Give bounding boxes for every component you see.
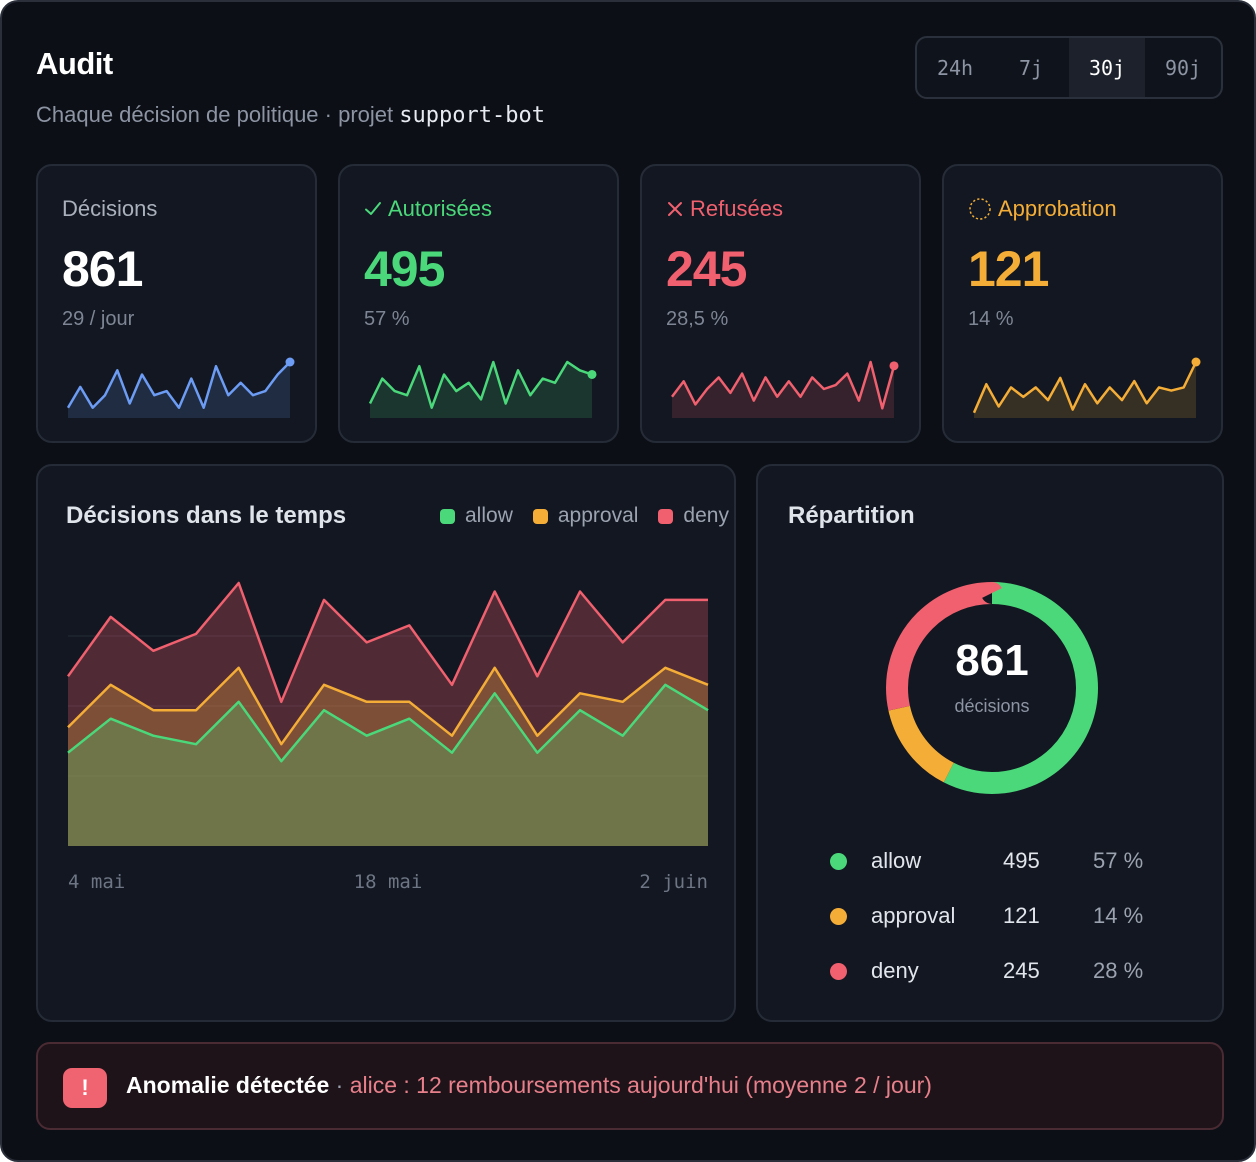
legend-label: deny bbox=[683, 504, 729, 527]
kpi-label-text: Décisions bbox=[62, 196, 158, 221]
kpi-value: 495 bbox=[364, 241, 445, 297]
sparkline-area bbox=[370, 362, 592, 418]
x-tick-label: 2 juin bbox=[639, 871, 708, 893]
repartition-row-allow: allow 495 57 % bbox=[830, 848, 1143, 874]
kpi-label: Refusées bbox=[666, 196, 783, 222]
range-option-24h[interactable]: 24h bbox=[936, 55, 974, 80]
kpi-card-autorisees: Autorisées 495 57 % bbox=[338, 164, 619, 443]
sparkline bbox=[368, 360, 597, 418]
range-option-7j[interactable]: 7j bbox=[1018, 55, 1044, 80]
donut-segment-deny bbox=[886, 582, 1098, 794]
sparkline-line bbox=[671, 360, 896, 410]
line-deny bbox=[66, 581, 708, 704]
alert-message: alice : 12 remboursements aujourd'hui (m… bbox=[349, 1072, 932, 1098]
kpi-sub: 57 % bbox=[364, 308, 410, 330]
sparkline-line bbox=[66, 361, 291, 409]
repartition-dot bbox=[830, 907, 847, 925]
pending-icon bbox=[969, 198, 991, 220]
kpi-value: 861 bbox=[62, 241, 143, 297]
project-name: support-bot bbox=[399, 103, 545, 128]
line-approval bbox=[67, 666, 709, 746]
area-deny bbox=[68, 583, 708, 846]
time-range-selector: 24h 7j 30j 90j bbox=[915, 36, 1223, 99]
legend-label: allow bbox=[465, 504, 513, 527]
legend-item-deny: deny bbox=[658, 504, 729, 528]
alert-icon: ! bbox=[63, 1068, 107, 1108]
timeseries-panel: Décisions dans le temps allow approval d… bbox=[36, 464, 736, 1022]
repartition-count: 245 bbox=[1003, 958, 1040, 983]
repartition-panel: Répartition 861 décisions allow 495 57 %… bbox=[756, 464, 1224, 1022]
sparkline bbox=[972, 357, 1201, 418]
sparkline-end-dot bbox=[587, 369, 597, 379]
sparkline-end-dot bbox=[889, 361, 899, 371]
line-allow bbox=[67, 683, 709, 763]
kpi-label: Décisions bbox=[62, 196, 157, 222]
area-allow bbox=[68, 684, 708, 846]
close-icon bbox=[668, 202, 682, 216]
check-icon bbox=[365, 202, 381, 215]
timeseries-legend: allow approval deny bbox=[440, 504, 729, 528]
range-option-90j[interactable]: 90j bbox=[1164, 55, 1202, 80]
repartition-count: 495 bbox=[1003, 848, 1040, 873]
repartition-dot bbox=[830, 962, 847, 980]
repartition-pct: 28 % bbox=[1093, 958, 1144, 983]
kpi-card-refusees: Refusées 245 28,5 % bbox=[640, 164, 921, 443]
alert-title: Anomalie détectée bbox=[126, 1072, 330, 1098]
repartition-count: 121 bbox=[1003, 903, 1040, 928]
alert-text: Anomalie détectée · alice : 12 rembourse… bbox=[126, 1072, 932, 1099]
sparkline-end-dot bbox=[285, 357, 295, 367]
repartition-dot bbox=[830, 852, 847, 870]
timeseries-title: Décisions dans le temps bbox=[66, 502, 347, 529]
anomaly-alert[interactable]: ! Anomalie détectée · alice : 12 rembour… bbox=[36, 1042, 1224, 1130]
legend-item-allow: allow bbox=[440, 504, 513, 528]
sparkline-area bbox=[974, 362, 1196, 418]
sparkline-area bbox=[68, 362, 290, 418]
x-tick-label: 18 mai bbox=[354, 871, 423, 893]
repartition-name: allow bbox=[871, 848, 922, 873]
stacked-area-chart: 4 mai 18 mai 2 juin bbox=[66, 581, 709, 893]
subtitle-text: Chaque décision de politique · projet bbox=[36, 102, 400, 127]
alert-separator: · bbox=[329, 1072, 350, 1098]
sparkline bbox=[671, 360, 899, 418]
kpi-card-decisions: Décisions 861 29 / jour bbox=[36, 164, 317, 443]
donut-total-label: décisions bbox=[954, 696, 1030, 716]
page-title: Audit bbox=[36, 46, 113, 81]
repartition-name: deny bbox=[871, 958, 919, 983]
kpi-sub: 28,5 % bbox=[666, 308, 729, 330]
range-option-30j[interactable]: 30j bbox=[1069, 38, 1145, 97]
repartition-title: Répartition bbox=[788, 502, 915, 529]
kpi-label: Autorisées bbox=[364, 196, 492, 222]
legend-swatch bbox=[532, 508, 548, 524]
page-subtitle: Chaque décision de politique · projet su… bbox=[36, 102, 545, 128]
repartition-row-deny: deny 245 28 % bbox=[830, 958, 1143, 984]
sparkline bbox=[66, 357, 295, 418]
repartition-pct: 14 % bbox=[1093, 903, 1144, 928]
kpi-label-text: Approbation bbox=[998, 196, 1117, 221]
legend-label: approval bbox=[557, 504, 639, 527]
kpi-sub: 29 / jour bbox=[62, 308, 135, 330]
kpi-label-text: Autorisées bbox=[388, 196, 492, 221]
legend-swatch bbox=[440, 508, 455, 524]
sparkline-end-dot bbox=[1191, 357, 1201, 367]
legend-item-approval: approval bbox=[532, 504, 639, 528]
kpi-sub: 14 % bbox=[968, 308, 1014, 330]
legend-swatch bbox=[658, 508, 674, 524]
kpi-label-text: Refusées bbox=[690, 196, 783, 221]
kpi-card-approbation: Approbation 121 14 % bbox=[942, 164, 1223, 443]
x-tick-label: 4 mai bbox=[68, 871, 125, 893]
repartition-row-approval: approval 121 14 % bbox=[830, 903, 1143, 929]
sparkline-line bbox=[368, 360, 593, 409]
donut-total: 861 bbox=[955, 636, 1029, 685]
kpi-value: 121 bbox=[968, 241, 1049, 297]
repartition-pct: 57 % bbox=[1093, 848, 1144, 873]
donut-chart bbox=[886, 582, 1098, 794]
sparkline-line bbox=[972, 361, 1198, 414]
kpi-label: Approbation bbox=[968, 196, 1117, 222]
repartition-name: approval bbox=[871, 903, 956, 928]
kpi-value: 245 bbox=[666, 241, 747, 297]
